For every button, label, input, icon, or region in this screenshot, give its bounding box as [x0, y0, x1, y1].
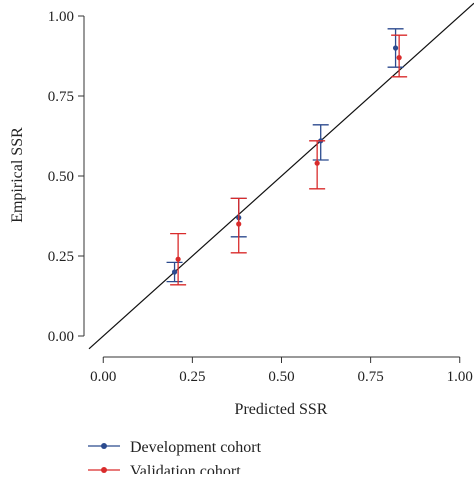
legend-item: Development cohort	[88, 439, 262, 456]
series-layer	[166, 28, 408, 286]
data-point	[392, 45, 399, 51]
x-tick-label: 0.75	[357, 369, 383, 385]
y-tick-label: 0.75	[48, 89, 74, 105]
legend: Development cohort Validation cohort	[88, 439, 262, 479]
data-point	[236, 221, 242, 227]
y-tick-label: 0.50	[48, 169, 74, 185]
legend-marker	[101, 467, 107, 473]
x-tick-label: 0.50	[268, 369, 294, 385]
series-development	[166, 28, 404, 283]
reference-line-layer	[88, 2, 474, 350]
data-point	[396, 55, 402, 61]
y-axis-title: Empirical SSR	[9, 127, 26, 223]
legend-label: Development cohort	[130, 439, 262, 456]
data-point	[314, 160, 320, 166]
y-tick-label: 0.00	[48, 329, 74, 345]
x-tick-label: 0.00	[90, 369, 116, 385]
y-tick-label: 1.00	[48, 9, 74, 25]
y-tick-label: 0.25	[48, 249, 74, 265]
legend-marker	[101, 443, 107, 449]
x-axis-title: Predicted SSR	[235, 401, 328, 418]
x-tick-label: 0.25	[179, 369, 205, 385]
data-point	[175, 256, 181, 262]
x-tick-label: 1.00	[447, 369, 473, 385]
data-point	[171, 269, 178, 275]
axes: 0.00 0.25 0.50 0.75 1.00 0.00 0.25 0.50 0.75 1.00	[48, 9, 473, 385]
reference-diagonal-line	[88, 2, 474, 350]
legend-item: Validation cohort	[88, 463, 241, 479]
series-validation	[170, 34, 408, 286]
legend-label: Validation cohort	[130, 463, 241, 474]
